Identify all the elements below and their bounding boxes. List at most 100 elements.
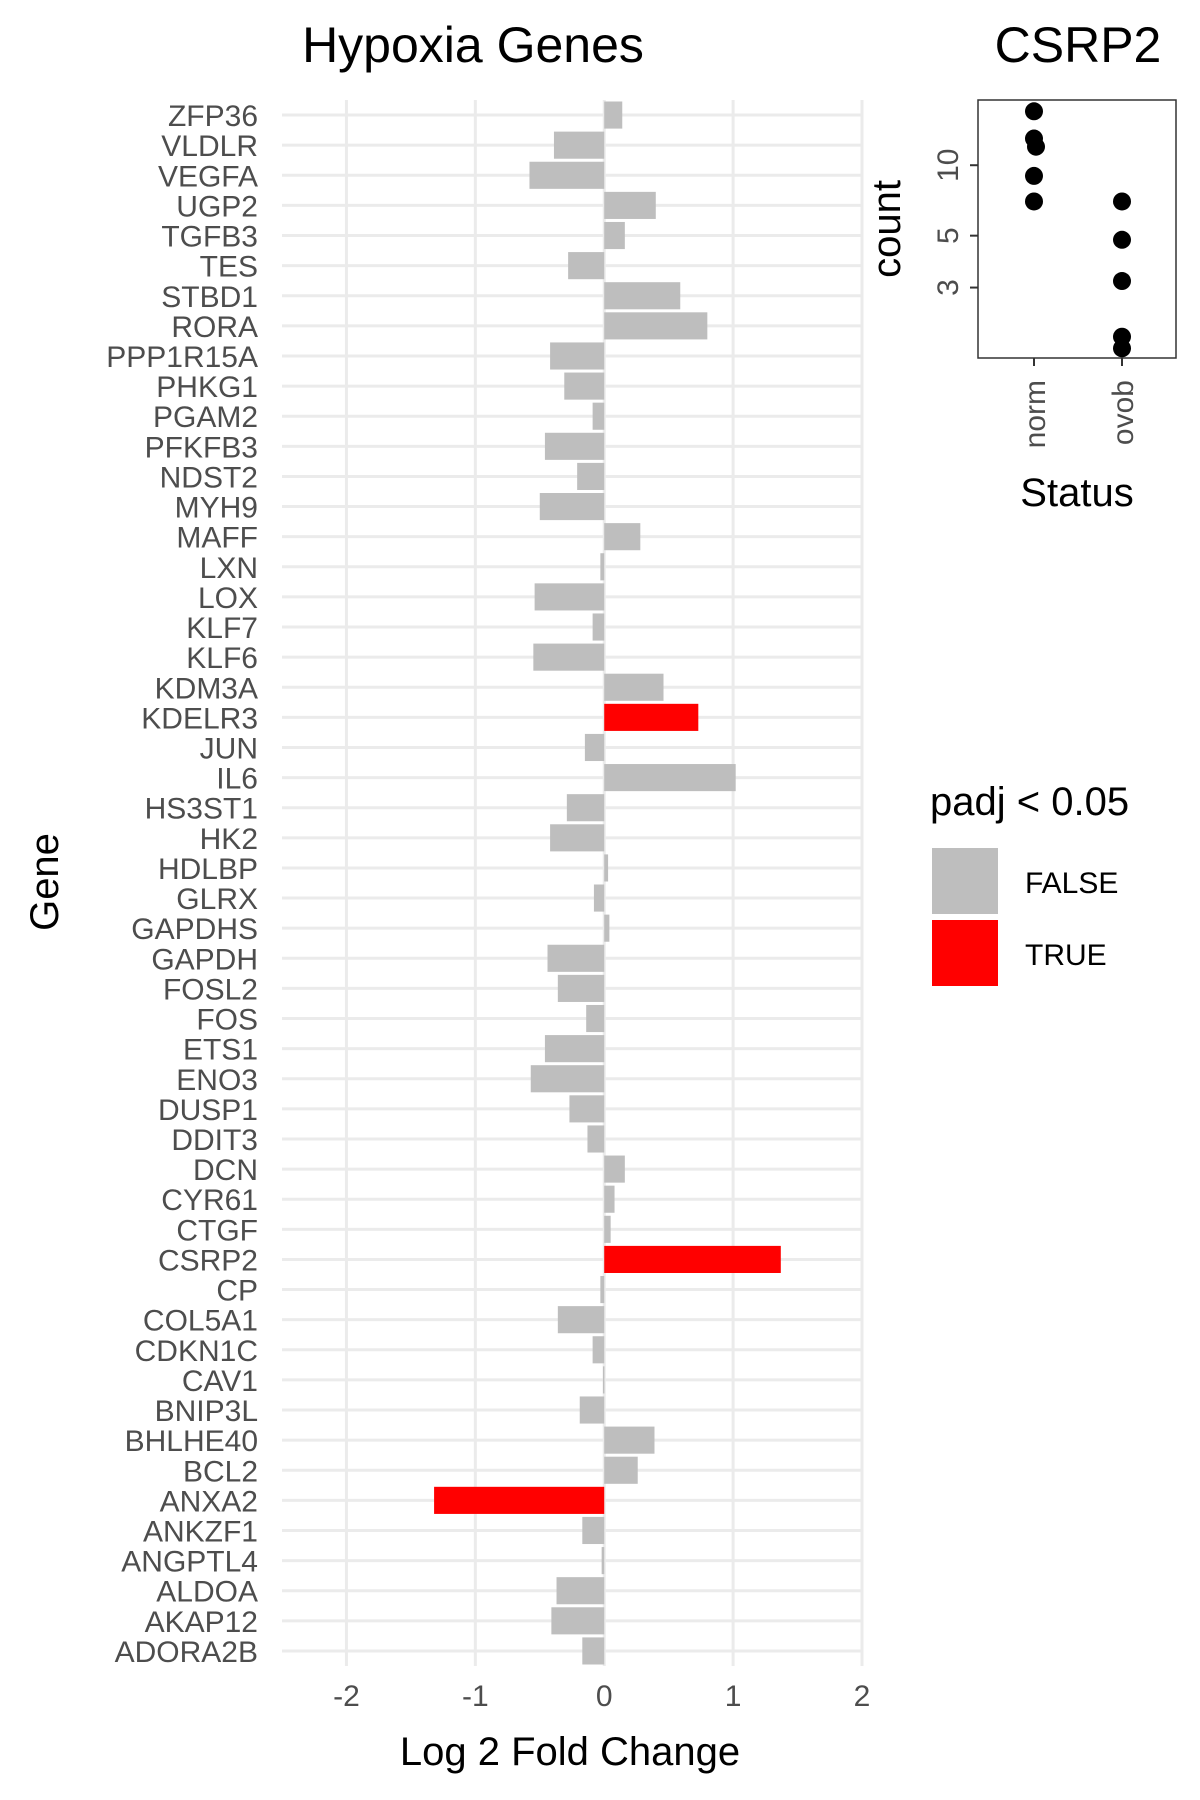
scatter-chart: CSRP2 3 5 10 norm ovob Status count — [865, 17, 1177, 515]
bar-lxn — [600, 553, 605, 581]
bar-ankzf1 — [582, 1516, 605, 1545]
y-tick-label: MYH9 — [175, 492, 258, 525]
bar-lox — [534, 583, 605, 611]
bar-tes — [568, 252, 605, 280]
y-tick-label: ADORA2B — [115, 1636, 258, 1669]
y-tick-label: COL5A1 — [143, 1305, 258, 1338]
legend-swatch-false — [932, 848, 998, 914]
x-tick-label: 2 — [854, 1680, 871, 1713]
bar-ugp2 — [604, 191, 656, 219]
bar-ndst2 — [577, 462, 605, 490]
scatter-x-tick-label: norm — [1019, 380, 1052, 448]
bar-chart-x-tick-labels: -2 -1 0 1 2 — [333, 1680, 870, 1713]
y-tick-label: LOX — [198, 582, 258, 615]
bar-kdelr3 — [604, 703, 699, 731]
bar-phkg1 — [564, 372, 605, 400]
scatter-y-ticks: 3 5 10 — [932, 149, 978, 296]
x-tick-label: -1 — [462, 1680, 489, 1713]
bar-bnip3l — [579, 1396, 605, 1424]
legend-label-true: TRUE — [1025, 939, 1107, 972]
scatter-y-tick-label: 3 — [932, 279, 965, 296]
bar-vegfa — [529, 161, 605, 189]
y-tick-label: CYR61 — [161, 1184, 258, 1217]
scatter-point-norm — [1025, 102, 1043, 121]
bar-chart-bars — [434, 101, 781, 1665]
scatter-points — [1025, 102, 1131, 358]
y-tick-label: PFKFB3 — [145, 431, 258, 464]
y-tick-label: KDM3A — [155, 672, 258, 705]
y-tick-label: BCL2 — [183, 1455, 258, 1488]
y-tick-label: HK2 — [200, 823, 258, 856]
y-tick-label: LXN — [200, 552, 258, 585]
bar-ctgf — [604, 1215, 611, 1243]
bar-il6 — [604, 764, 736, 792]
y-tick-label: NDST2 — [160, 461, 258, 494]
y-tick-label: ZFP36 — [168, 100, 258, 133]
bar-stbd1 — [604, 282, 681, 310]
y-tick-label: IL6 — [216, 763, 258, 796]
y-tick-label: KLF7 — [186, 612, 258, 645]
y-tick-label: MAFF — [176, 522, 258, 555]
bar-csrp2 — [604, 1245, 781, 1273]
y-tick-label: PPP1R15A — [106, 341, 258, 374]
bar-ddit3 — [587, 1125, 605, 1153]
y-tick-label: FOS — [196, 1004, 258, 1037]
bar-bcl2 — [604, 1456, 638, 1484]
x-tick-label: 1 — [725, 1680, 742, 1713]
scatter-chart-title: CSRP2 — [995, 17, 1162, 73]
y-tick-label: STBD1 — [161, 281, 258, 314]
bar-klf6 — [533, 643, 605, 671]
scatter-point-norm — [1025, 192, 1043, 211]
bar-hs3st1 — [566, 794, 605, 822]
y-tick-label: JUN — [200, 732, 258, 765]
bar-chart-gridlines — [282, 100, 864, 1666]
y-tick-label: CSRP2 — [158, 1244, 258, 1277]
y-tick-label: ANXA2 — [160, 1485, 258, 1518]
y-tick-label: GLRX — [176, 883, 258, 916]
y-tick-label: TGFB3 — [161, 221, 258, 254]
y-tick-label: ALDOA — [156, 1576, 258, 1609]
y-tick-label: BNIP3L — [155, 1395, 258, 1428]
bar-klf7 — [592, 613, 605, 641]
bar-angptl4 — [601, 1547, 605, 1575]
scatter-point-ovob — [1113, 230, 1131, 249]
legend-swatch-true — [932, 920, 998, 986]
x-tick-label: -2 — [333, 1680, 360, 1713]
bar-chart-title: Hypoxia Genes — [302, 17, 644, 73]
bar-pgam2 — [592, 402, 605, 430]
y-tick-label: PGAM2 — [153, 401, 258, 434]
bar-aldoa — [556, 1577, 605, 1605]
bar-eno3 — [530, 1065, 605, 1093]
scatter-y-axis-title: count — [865, 180, 909, 278]
bar-hk2 — [550, 824, 605, 852]
bar-chart-y-axis-title: Gene — [23, 833, 67, 931]
bar-fosl2 — [557, 974, 605, 1002]
y-tick-label: ANGPTL4 — [121, 1546, 258, 1579]
legend-title: padj < 0.05 — [930, 780, 1129, 824]
scatter-point-ovob — [1113, 339, 1131, 358]
bar-ets1 — [544, 1035, 605, 1063]
y-tick-label: CP — [216, 1275, 258, 1308]
bar-bhlhe40 — [604, 1426, 655, 1454]
y-tick-label: GAPDH — [151, 943, 258, 976]
y-tick-label: HDLBP — [158, 853, 258, 886]
bar-akap12 — [551, 1607, 605, 1635]
y-tick-label: CTGF — [176, 1214, 258, 1247]
bar-adora2b — [582, 1637, 605, 1665]
legend-label-false: FALSE — [1025, 867, 1118, 900]
y-tick-label: CDKN1C — [135, 1335, 258, 1368]
bar-chart: Hypoxia Genes ZFP36VLDLRVEGFAUGP2TGFB3TE… — [23, 17, 870, 1774]
y-tick-label: ETS1 — [183, 1034, 258, 1067]
y-tick-label: CAV1 — [182, 1365, 258, 1398]
bar-cav1 — [602, 1366, 605, 1394]
y-tick-label: RORA — [171, 311, 258, 344]
y-tick-label: ENO3 — [176, 1064, 258, 1097]
bar-hdlbp — [604, 854, 609, 882]
y-tick-label: KLF6 — [186, 642, 258, 675]
y-tick-label: DCN — [193, 1154, 258, 1187]
y-tick-label: DDIT3 — [171, 1124, 258, 1157]
bar-cyr61 — [604, 1185, 615, 1213]
y-tick-label: VLDLR — [161, 130, 258, 163]
bar-myh9 — [539, 493, 605, 521]
